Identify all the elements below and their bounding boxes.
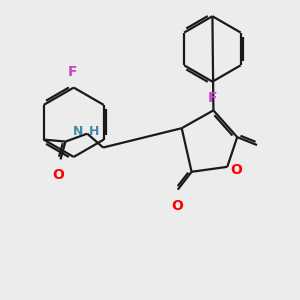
Text: N: N [73,125,83,138]
Text: O: O [52,168,64,182]
Text: F: F [68,65,77,79]
Text: H: H [89,125,100,138]
Text: O: O [230,163,242,177]
Text: F: F [208,91,217,105]
Text: O: O [171,199,183,212]
